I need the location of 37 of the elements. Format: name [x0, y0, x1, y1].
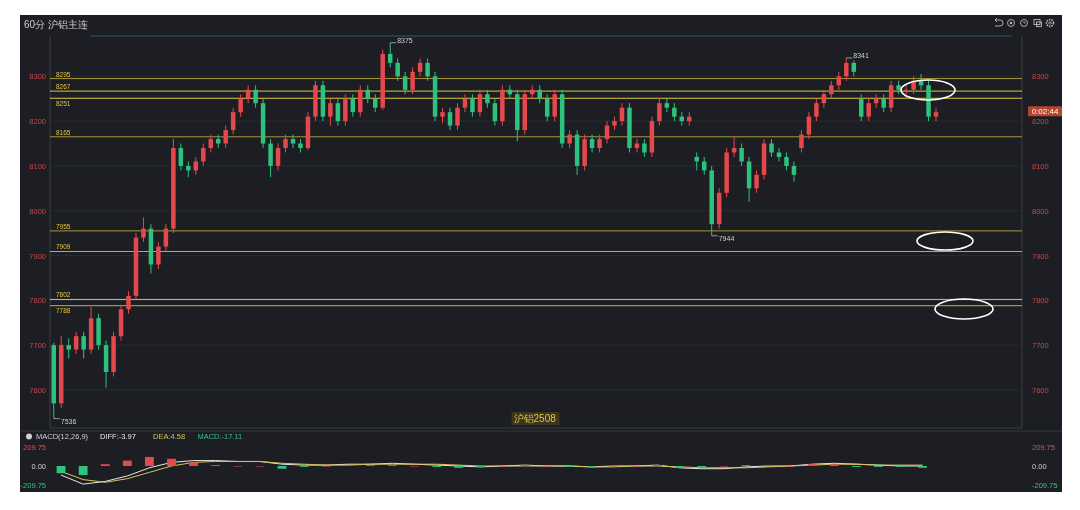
candlestick: [440, 107, 445, 124]
text: 0:02:44: [1031, 106, 1059, 116]
annotation: 沪铝2508: [513, 413, 557, 424]
candlestick: [66, 337, 71, 360]
candlestick: [672, 102, 677, 122]
bar: [167, 458, 176, 466]
candlestick: [881, 93, 886, 113]
candlestick: [141, 216, 146, 243]
candlestick: [81, 331, 86, 360]
candlestick: [896, 80, 901, 95]
candlestick: [455, 102, 460, 131]
candlestick: [223, 125, 228, 149]
bar: [277, 466, 287, 469]
bar: [144, 456, 154, 466]
candlestick: [537, 84, 542, 104]
candlestick: [485, 89, 490, 109]
chart-title: 60分 沪铝主连: [24, 19, 88, 30]
candlestick: [814, 98, 819, 122]
candlestick: [784, 151, 789, 171]
bar: [189, 462, 199, 466]
candlestick: [657, 98, 662, 127]
candlestick: [709, 165, 714, 237]
candlestick: [171, 138, 176, 234]
bar: [122, 460, 132, 466]
candlestick: [283, 134, 288, 153]
candlestick: [552, 89, 557, 122]
candlestick: [313, 80, 318, 122]
candlestick: [612, 116, 617, 131]
bar: [78, 466, 88, 476]
candlestick: [567, 129, 572, 149]
candlestick: [328, 98, 333, 127]
candlestick: [866, 98, 871, 122]
candlestick: [597, 134, 602, 153]
candlestick: [380, 48, 385, 111]
candlestick: [410, 66, 415, 95]
candlestick: [724, 147, 729, 198]
candlestick: [829, 80, 834, 100]
